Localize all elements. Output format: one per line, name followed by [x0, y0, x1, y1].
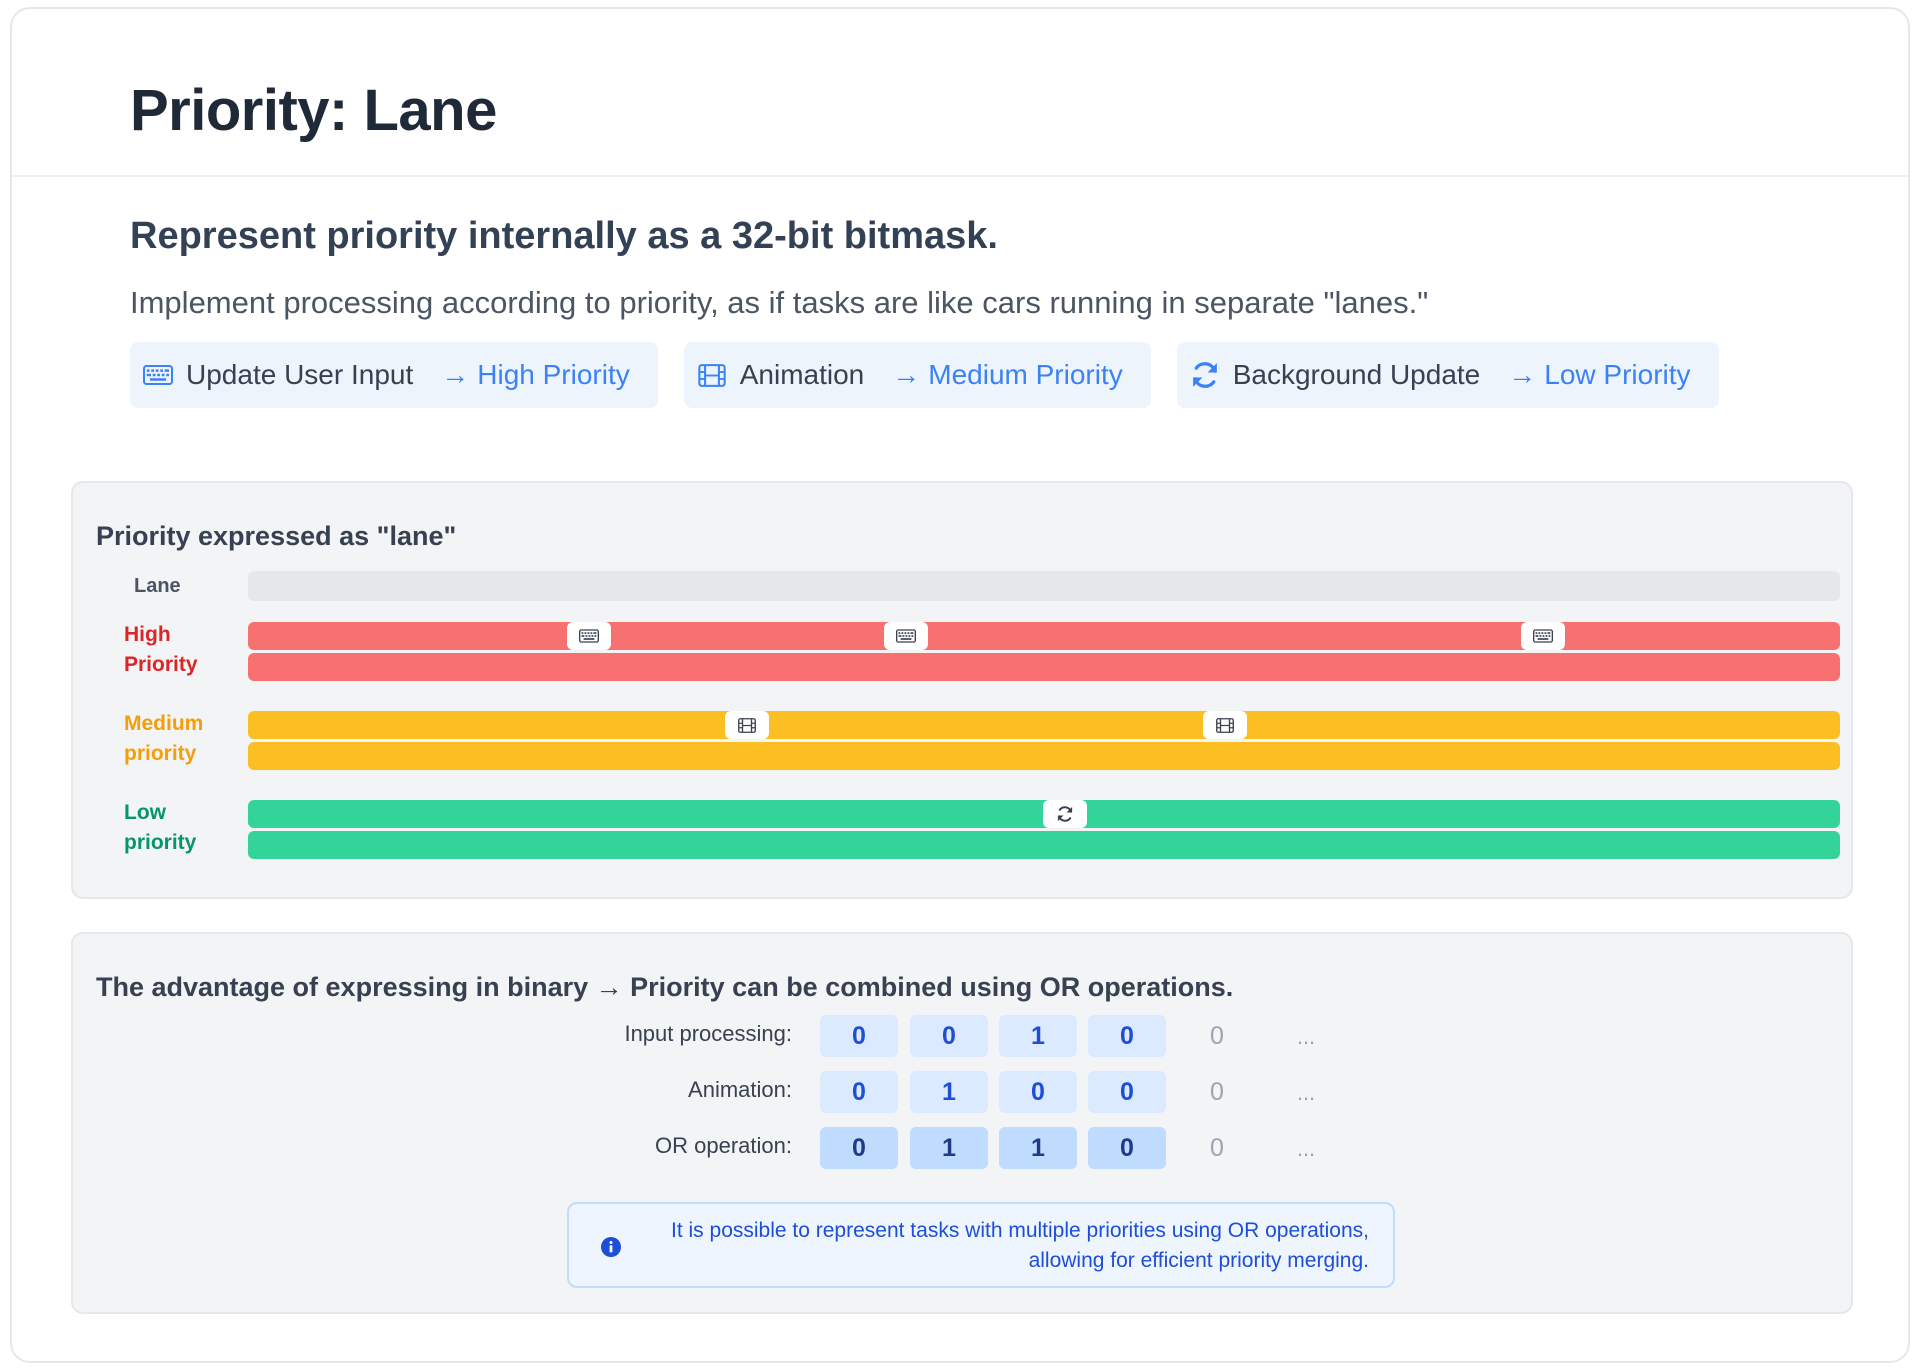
- subtitle: Represent priority internally as a 32-bi…: [130, 215, 998, 257]
- chip-priority: High Priority: [477, 359, 630, 390]
- binary-panel-title: The advantage of expressing in binary → …: [96, 972, 1234, 1002]
- bit-row-label: OR operation:: [655, 1133, 792, 1158]
- lane-row: [248, 653, 1840, 681]
- chip-label: Update User Input: [186, 359, 414, 390]
- lanes-panel-title: Priority expressed as "lane": [96, 521, 457, 551]
- lane-label-low: Low priority: [124, 798, 196, 858]
- lane-header-bar: [248, 571, 1840, 601]
- info-icon: [601, 1237, 621, 1257]
- bit-cell: 0: [820, 1071, 898, 1113]
- lane-label-high: High Priority: [124, 620, 198, 680]
- lane-low: [248, 800, 1840, 860]
- bit-cell: 0: [820, 1015, 898, 1057]
- bit-extra: 0: [1210, 1022, 1224, 1050]
- info-note-text: It is possible to represent tasks with m…: [671, 1219, 1369, 1272]
- lane-row: [248, 831, 1840, 859]
- lane-label-line: Low: [124, 801, 166, 824]
- lane-header-label: Lane: [134, 575, 181, 597]
- chip-label: Animation: [739, 359, 865, 390]
- priority-chips: Update User Input → High Priority Animat…: [130, 342, 1719, 408]
- keyboard-icon: [884, 622, 928, 650]
- bit-cell: 0: [1088, 1071, 1166, 1113]
- lane-row: [248, 622, 1840, 650]
- bit-extra: 0: [1210, 1078, 1224, 1106]
- slide-card: Priority: Lane Represent priority intern…: [10, 7, 1910, 1363]
- lane-label-line: Medium: [124, 712, 204, 735]
- description: Implement processing according to priori…: [130, 285, 1429, 320]
- bit-cell: 0: [910, 1015, 988, 1057]
- lane-label-line: priority: [124, 742, 197, 765]
- lanes-panel: Priority expressed as "lane" Lane High P…: [71, 481, 1853, 899]
- info-note: It is possible to represent tasks with m…: [567, 1202, 1395, 1288]
- lane-high: [248, 622, 1840, 682]
- bit-cell: 1: [999, 1015, 1077, 1057]
- bit-dots: ...: [1296, 1080, 1316, 1105]
- keyboard-icon: [142, 359, 174, 391]
- page-title: Priority: Lane: [130, 78, 497, 143]
- chip-update-user-input: Update User Input → High Priority: [130, 342, 658, 408]
- binary-panel: The advantage of expressing in binary → …: [71, 932, 1853, 1314]
- chip-animation: Animation → Medium Priority: [683, 342, 1151, 408]
- bit-cell: 1: [999, 1127, 1077, 1169]
- bit-cell: 1: [910, 1071, 988, 1113]
- slide-header: Priority: Lane: [12, 9, 1908, 177]
- film-icon: [1203, 711, 1247, 739]
- lane-label-line: priority: [124, 831, 197, 854]
- lane-label-line: High: [124, 623, 171, 646]
- chip-priority: Medium Priority: [928, 359, 1123, 390]
- bit-row-label: Input processing:: [624, 1021, 792, 1046]
- bit-cell: 1: [910, 1127, 988, 1169]
- bit-dots: ...: [1296, 1024, 1316, 1049]
- film-icon: [725, 711, 769, 739]
- bit-row-label: Animation:: [688, 1077, 792, 1102]
- bit-dots: ...: [1296, 1136, 1316, 1161]
- keyboard-icon: [1521, 622, 1565, 650]
- bit-cell: 0: [1088, 1015, 1166, 1057]
- arrow-icon: →: [441, 359, 470, 390]
- chip-label: Background Update: [1232, 359, 1481, 390]
- lane-row: [248, 711, 1840, 739]
- lane-label-line: Priority: [124, 653, 198, 676]
- chip-background-update: Background Update → Low Priority: [1176, 342, 1719, 408]
- lane-row: [248, 742, 1840, 770]
- bit-cell: 0: [1088, 1127, 1166, 1169]
- chip-priority: Low Priority: [1544, 359, 1691, 390]
- film-icon: [696, 359, 728, 391]
- bit-cell: 0: [999, 1071, 1077, 1113]
- bit-extra: 0: [1210, 1134, 1224, 1162]
- lane-medium: [248, 711, 1840, 771]
- refresh-icon: [1189, 359, 1221, 391]
- keyboard-icon: [567, 622, 611, 650]
- bit-cell: 0: [820, 1127, 898, 1169]
- refresh-icon: [1043, 800, 1087, 828]
- arrow-icon: →: [1508, 359, 1537, 390]
- lane-label-medium: Medium priority: [124, 709, 203, 769]
- arrow-icon: →: [892, 359, 921, 390]
